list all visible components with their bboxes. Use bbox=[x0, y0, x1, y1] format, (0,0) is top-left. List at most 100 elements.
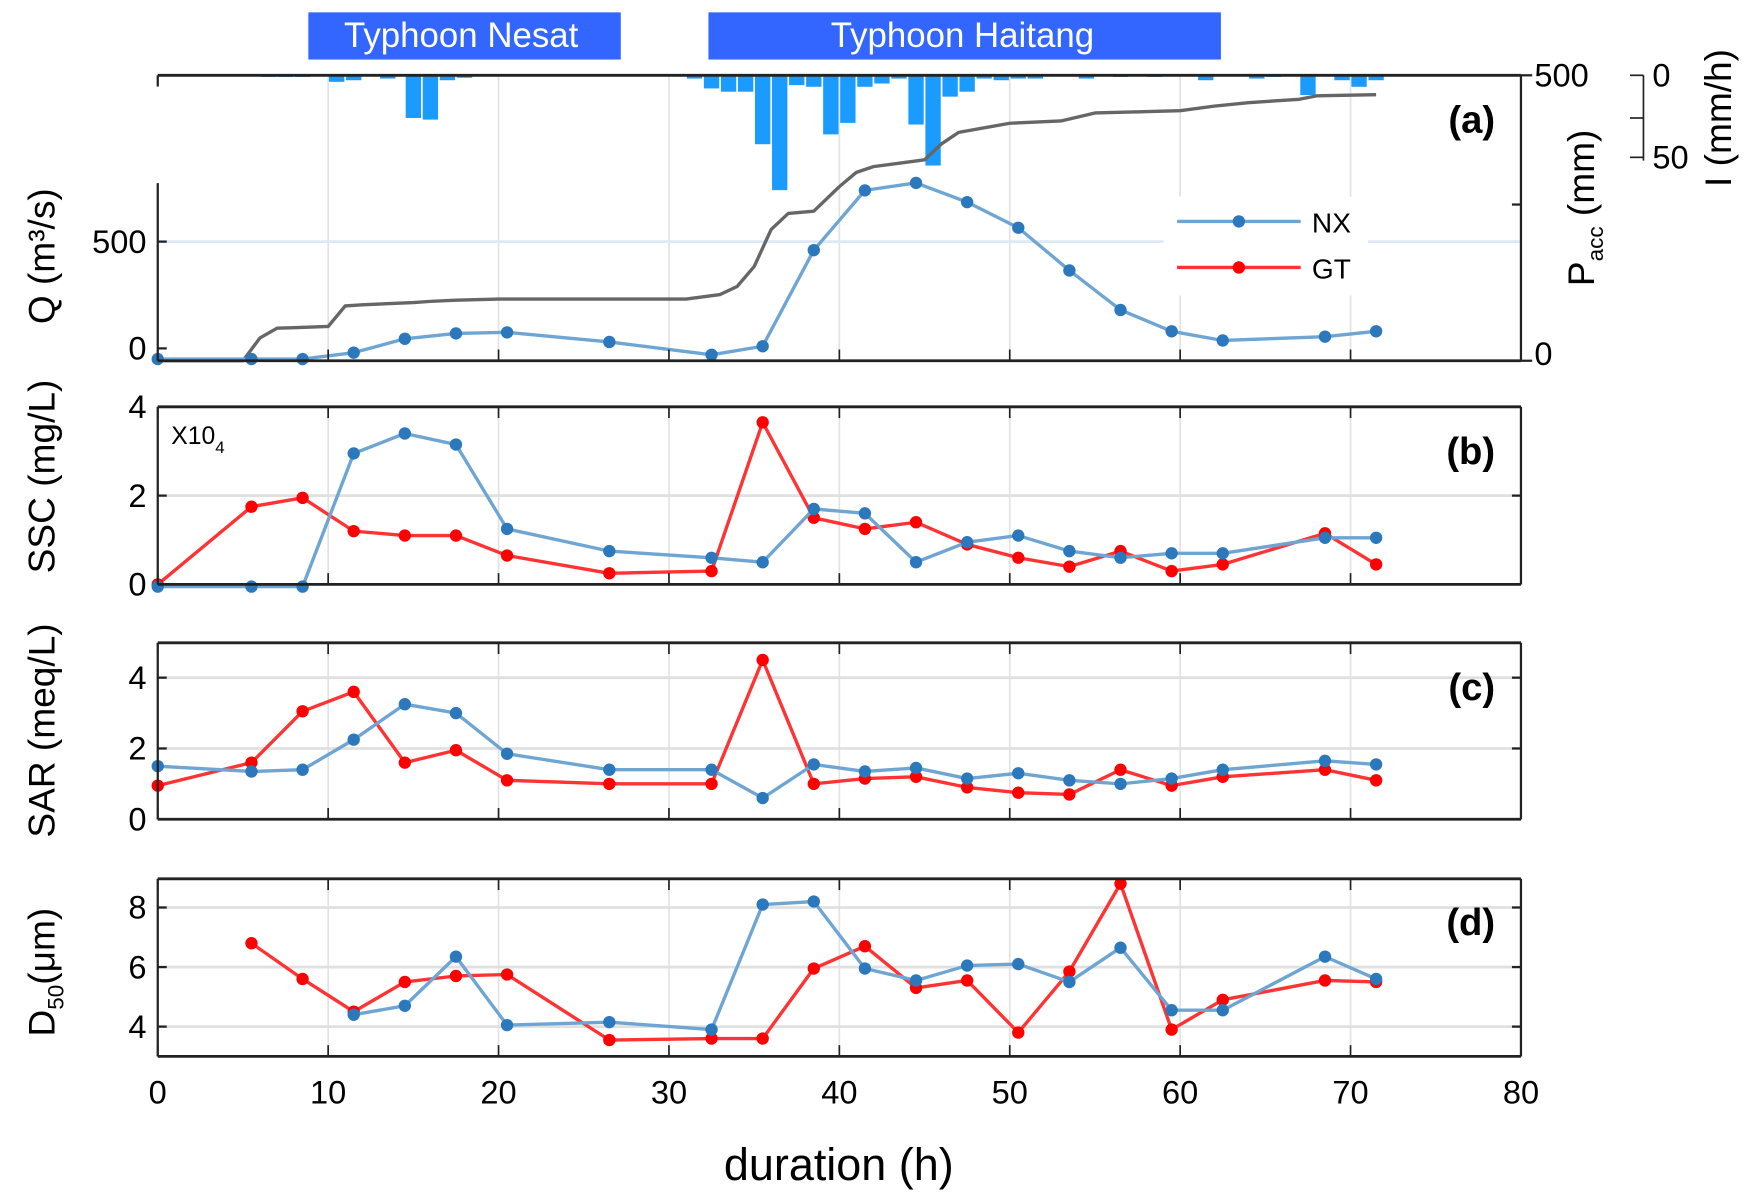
y-tick-label: 0 bbox=[128, 330, 146, 367]
gt-data-point bbox=[296, 705, 309, 718]
rain-bar bbox=[422, 75, 439, 120]
nx-data-point bbox=[449, 327, 463, 340]
gt-data-point bbox=[909, 770, 923, 783]
nx-data-point bbox=[1318, 531, 1332, 544]
nx-data-point bbox=[1165, 1004, 1178, 1017]
y-axis-label-ssc: SSC (mg/L) bbox=[20, 380, 62, 574]
nx-data-point bbox=[960, 959, 974, 972]
nx-data-point bbox=[1165, 325, 1178, 338]
nx-data-point bbox=[1114, 303, 1127, 317]
nx-data-point bbox=[807, 895, 820, 908]
ssc-multiplier: X104 bbox=[171, 423, 224, 457]
nx-data-point bbox=[1369, 531, 1383, 544]
typhoon-nesat-label: Typhoon Nesat bbox=[344, 16, 579, 55]
gt-data-point bbox=[449, 744, 463, 757]
d50-unit: (μm) bbox=[20, 908, 62, 985]
nx-data-point bbox=[1318, 950, 1332, 963]
gt-data-point bbox=[807, 777, 820, 791]
gt-data-point bbox=[1216, 993, 1229, 1006]
legend-gt-label: GT bbox=[1312, 254, 1351, 285]
panel-label-a: (a) bbox=[1448, 99, 1495, 142]
ssc-multiplier-exp: 4 bbox=[215, 438, 224, 457]
nx-data-point bbox=[705, 551, 718, 564]
nx-data-point bbox=[1114, 941, 1127, 954]
gt-data-point bbox=[1369, 774, 1383, 787]
y-axis-label-sar: SAR (meq/L) bbox=[20, 623, 62, 837]
gt-data-point bbox=[960, 781, 974, 794]
rain-bar bbox=[840, 75, 856, 123]
gt-data-point bbox=[245, 756, 258, 769]
nx-data-point bbox=[1369, 325, 1383, 338]
nx-data-point bbox=[398, 427, 412, 440]
gt-data-point bbox=[756, 1032, 769, 1045]
nx-data-point bbox=[705, 763, 718, 776]
nx-data-point bbox=[756, 791, 769, 805]
gt-data-point bbox=[1063, 965, 1076, 978]
ssc-multiplier-base: X10 bbox=[171, 423, 215, 450]
legend-nx-label: NX bbox=[1312, 208, 1351, 239]
nx-data-point bbox=[705, 1023, 718, 1036]
nx-data-point bbox=[1063, 975, 1076, 989]
y2-tick-label: 500 bbox=[1534, 57, 1588, 94]
nx-data-point bbox=[1012, 957, 1025, 971]
gt-data-point bbox=[296, 972, 309, 986]
pacc-sub: acc bbox=[1583, 226, 1608, 261]
gt-data-point bbox=[1165, 564, 1178, 578]
nx-data-point bbox=[1216, 763, 1229, 776]
gt-data-point bbox=[807, 511, 820, 524]
y-tick-label: 6 bbox=[128, 948, 146, 985]
nx-data-point bbox=[858, 962, 872, 975]
y-axis-label-d50: D50(μm) bbox=[20, 908, 68, 1037]
nx-data-point bbox=[603, 544, 616, 558]
rain-bar bbox=[703, 75, 720, 89]
nx-data-point bbox=[500, 522, 514, 536]
gt-data-point bbox=[807, 962, 820, 975]
y-tick-label: 0 bbox=[128, 801, 146, 838]
nx-data-point bbox=[909, 974, 923, 987]
y-tick-label: 2 bbox=[128, 730, 146, 767]
gt-data-point bbox=[705, 1032, 718, 1045]
nx-data-point bbox=[909, 176, 923, 190]
rain-bar bbox=[1351, 75, 1367, 87]
typhoon-nesat-box bbox=[308, 12, 621, 60]
y-tick-label: 0 bbox=[128, 566, 146, 603]
rain-bar bbox=[874, 75, 890, 84]
nx-data-point bbox=[398, 332, 412, 345]
nx-data-point bbox=[500, 1018, 514, 1032]
y-tick-label: 4 bbox=[128, 659, 146, 696]
nx-data-point bbox=[1063, 774, 1076, 787]
rain-bar bbox=[1300, 75, 1316, 95]
rain-bar bbox=[908, 75, 924, 125]
gt-data-point bbox=[603, 777, 616, 791]
nx-data-point bbox=[1216, 547, 1229, 560]
gt-data-point bbox=[347, 685, 360, 699]
nx-data-point bbox=[245, 580, 258, 593]
gt-data-point bbox=[756, 653, 769, 667]
pacc-main: P bbox=[1560, 261, 1602, 286]
legend-nx-marker bbox=[1232, 215, 1246, 228]
gt-data-point bbox=[705, 564, 718, 578]
gt-data-point bbox=[1012, 1026, 1025, 1039]
nx-data-point bbox=[1216, 1004, 1229, 1017]
gt-data-point bbox=[1318, 974, 1332, 987]
nx-data-point bbox=[960, 536, 974, 549]
pacc-line bbox=[157, 93, 1377, 363]
nx-data-point bbox=[398, 999, 412, 1012]
rain-bar bbox=[346, 75, 362, 81]
nx-data-point bbox=[1369, 758, 1383, 771]
rain-bar bbox=[772, 75, 788, 191]
nx-data-point bbox=[705, 348, 718, 361]
y3-tick-label: 0 bbox=[1652, 57, 1670, 94]
y-tick-label: 8 bbox=[128, 889, 146, 926]
gt-data-point bbox=[296, 491, 309, 505]
gt-data-point bbox=[245, 500, 258, 513]
gt-data-point bbox=[858, 522, 872, 536]
gt-data-point bbox=[398, 529, 412, 542]
gt-data-point bbox=[960, 974, 974, 987]
nx-data-point bbox=[1012, 529, 1025, 542]
rain-bar bbox=[891, 75, 907, 79]
nx-data-point bbox=[500, 326, 514, 339]
gt-data-point bbox=[909, 516, 923, 529]
y-tick-label: 2 bbox=[128, 477, 146, 514]
